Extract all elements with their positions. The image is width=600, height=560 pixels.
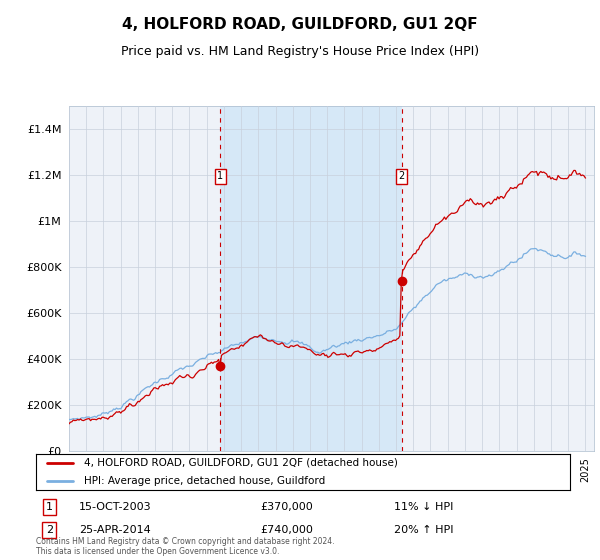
Bar	[220, 106, 401, 451]
Text: 1: 1	[46, 502, 53, 512]
Text: £370,000: £370,000	[260, 502, 313, 512]
Text: 2: 2	[398, 171, 404, 181]
Text: 25-APR-2014: 25-APR-2014	[79, 525, 151, 535]
Text: 1: 1	[217, 171, 223, 181]
Text: 4, HOLFORD ROAD, GUILDFORD, GU1 2QF (detached house): 4, HOLFORD ROAD, GUILDFORD, GU1 2QF (det…	[84, 458, 398, 468]
Text: Price paid vs. HM Land Registry's House Price Index (HPI): Price paid vs. HM Land Registry's House …	[121, 45, 479, 58]
Text: 20% ↑ HPI: 20% ↑ HPI	[394, 525, 453, 535]
Text: 4, HOLFORD ROAD, GUILDFORD, GU1 2QF: 4, HOLFORD ROAD, GUILDFORD, GU1 2QF	[122, 17, 478, 32]
Text: 2: 2	[46, 525, 53, 535]
Text: Contains HM Land Registry data © Crown copyright and database right 2024.
This d: Contains HM Land Registry data © Crown c…	[36, 536, 335, 556]
Text: HPI: Average price, detached house, Guildford: HPI: Average price, detached house, Guil…	[84, 476, 325, 486]
Text: 15-OCT-2003: 15-OCT-2003	[79, 502, 151, 512]
Text: 11% ↓ HPI: 11% ↓ HPI	[394, 502, 453, 512]
Text: £740,000: £740,000	[260, 525, 313, 535]
